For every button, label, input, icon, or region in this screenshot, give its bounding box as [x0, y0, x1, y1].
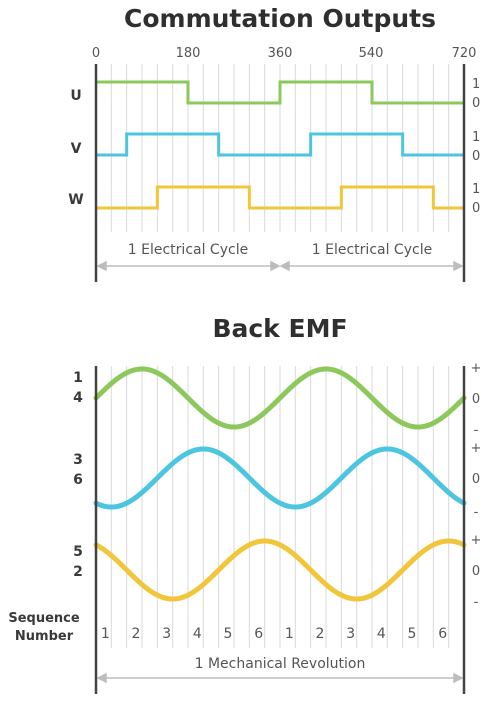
- degree-tick-720: 720: [452, 46, 477, 61]
- u-level-low: 0: [472, 96, 480, 111]
- emf2-zero: 0: [472, 472, 480, 487]
- sequence-number: 6: [438, 626, 447, 642]
- w-level-low: 0: [472, 201, 480, 216]
- sequence-number: 5: [408, 626, 417, 642]
- degree-tick-0: 0: [92, 46, 100, 61]
- emf2-label-bottom: 6: [73, 472, 83, 488]
- emf3-plus: +: [471, 533, 482, 548]
- electrical-cycle-label-2: 1 Electrical Cycle: [312, 242, 432, 258]
- electrical-cycle-arrow-1: [96, 260, 281, 272]
- degree-tick-360: 360: [268, 46, 293, 61]
- sequence-label-line1: Sequence: [8, 611, 80, 626]
- phase-label-w: W: [68, 192, 83, 208]
- emf1-minus: -: [474, 423, 479, 438]
- sequence-number: 5: [224, 626, 233, 642]
- electrical-cycle-label-1: 1 Electrical Cycle: [128, 242, 248, 258]
- commutation-title: Commutation Outputs: [124, 4, 436, 33]
- emf1-label-top: 1: [73, 370, 83, 386]
- mechanical-revolution-arrow: [96, 672, 464, 684]
- cycle-label-bg-1: [118, 238, 258, 260]
- emf2-plus: +: [471, 441, 482, 456]
- sequence-label-line2: Number: [15, 629, 74, 644]
- sequence-numbers: 1 2 3 4 5 6 1 2 3 4 5 6: [101, 626, 447, 642]
- u-square-wave: [96, 80, 464, 105]
- sequence-number: 2: [316, 626, 325, 642]
- emf2-label-top: 3: [73, 452, 83, 468]
- electrical-cycle-arrow-2: [279, 260, 464, 272]
- phase-label-u: U: [70, 88, 81, 104]
- revolution-label-bg: [180, 652, 380, 674]
- emf-1-4-sine-trace: [93, 366, 467, 430]
- emf3-label-bottom: 2: [73, 564, 83, 580]
- u-level-high: 1: [472, 77, 480, 92]
- v-level-high: 1: [472, 130, 480, 145]
- sequence-number: 6: [254, 626, 263, 642]
- sequence-number: 1: [101, 626, 110, 642]
- w-level-high: 1: [472, 182, 480, 197]
- emf1-label-bottom: 4: [73, 390, 83, 406]
- grid-lines: [110, 64, 450, 648]
- degree-tick-180: 180: [176, 46, 201, 61]
- phase-label-v: V: [71, 141, 82, 157]
- back-emf-title: Back EMF: [212, 314, 347, 343]
- emf2-minus: -: [474, 505, 479, 520]
- sequence-number: 4: [193, 626, 202, 642]
- emf1-zero: 0: [472, 392, 480, 407]
- v-level-low: 0: [472, 149, 480, 164]
- v-square-wave: [96, 132, 464, 157]
- sequence-number: 3: [162, 626, 171, 642]
- degree-tick-540: 540: [359, 46, 384, 61]
- mechanical-revolution-label: 1 Mechanical Revolution: [195, 656, 366, 672]
- emf-5-2-sine-trace: [93, 538, 467, 602]
- emf1-plus: +: [471, 361, 482, 376]
- emf-3-6-sine-trace: [93, 446, 467, 510]
- emf3-zero: 0: [472, 564, 480, 579]
- sequence-number: 1: [285, 626, 294, 642]
- emf3-minus: -: [474, 595, 479, 610]
- cycle-label-bg-2: [302, 238, 442, 260]
- sequence-number: 4: [377, 626, 386, 642]
- sequence-number: 3: [346, 626, 355, 642]
- emf3-label-top: 5: [73, 544, 83, 560]
- w-square-wave: [96, 185, 464, 210]
- sequence-number: 2: [132, 626, 141, 642]
